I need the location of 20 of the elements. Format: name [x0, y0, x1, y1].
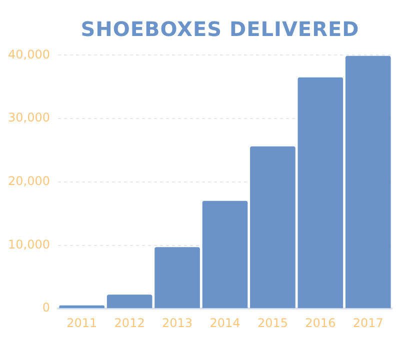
- chart-title: SHOEBOXES DELIVERED: [80, 17, 360, 41]
- y-tick-label: 40,000: [8, 47, 50, 62]
- x-tick-label: 2013: [162, 316, 193, 330]
- y-tick-label: 10,000: [8, 237, 50, 252]
- bar: [345, 56, 391, 308]
- bar: [202, 200, 248, 308]
- x-tick-label: 2015: [257, 316, 288, 330]
- x-tick-label: 2011: [66, 316, 98, 330]
- bar: [250, 146, 296, 308]
- y-tick-label: 20,000: [8, 174, 50, 188]
- bar: [59, 305, 105, 308]
- x-tick-label: 2017: [352, 316, 384, 330]
- bar: [154, 247, 200, 308]
- y-tick-label: 30,000: [8, 110, 50, 125]
- bar: [106, 294, 152, 308]
- x-tick-label: 2016: [305, 316, 336, 330]
- x-tick-label: 2014: [210, 316, 240, 330]
- bar: [298, 77, 344, 308]
- y-tick-label: 0: [42, 300, 50, 315]
- x-tick-label: 2012: [114, 316, 145, 330]
